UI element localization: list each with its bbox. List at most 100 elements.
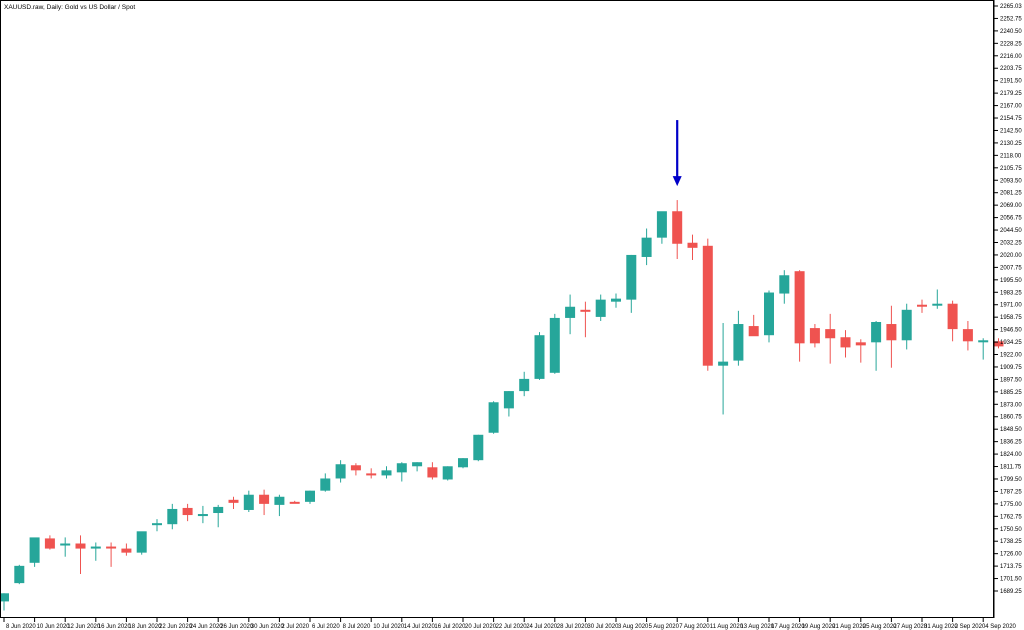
y-tick-label: 1922.00 [1000, 353, 1022, 359]
x-tick-label: 13 Aug 2020 [740, 624, 774, 630]
candle [75, 535, 86, 574]
annotation-layer [672, 120, 682, 187]
y-tick-label: 2105.75 [1000, 166, 1022, 172]
candle [840, 330, 851, 358]
candle [121, 543, 132, 556]
y-tick-label: 2154.75 [1000, 116, 1022, 122]
y-tick-label: 1824.00 [1000, 452, 1022, 458]
y-tick-label: 2228.25 [1000, 41, 1022, 47]
x-tick-label: 14 Jul 2020 [404, 624, 436, 630]
y-tick-label: 1897.50 [1000, 377, 1022, 383]
bullish-candle-body [733, 324, 744, 361]
bearish-candle-body [855, 342, 866, 346]
candle [243, 490, 254, 513]
x-tick-label: 30 Jul 2020 [587, 624, 619, 630]
bullish-candle-body [871, 321, 882, 343]
candle [350, 463, 361, 476]
bullish-candle-body [90, 546, 101, 549]
x-tick-label: 30 Jun 2020 [251, 624, 285, 630]
candle [886, 305, 897, 368]
bullish-candle-body [60, 543, 71, 546]
candle [136, 531, 147, 555]
y-tick-label: 2007.75 [1000, 265, 1022, 271]
bullish-candle-body [473, 434, 484, 461]
candle [305, 490, 315, 504]
bullish-candle-body [243, 494, 254, 510]
candle [106, 542, 117, 567]
bullish-candle-body [901, 309, 912, 341]
candle [60, 537, 71, 557]
x-tick-label: 31 Aug 2020 [924, 624, 958, 630]
bearish-candle-body [672, 211, 683, 244]
candle [473, 434, 484, 462]
candle [809, 324, 820, 348]
x-tick-label: 7 Aug 2020 [679, 624, 710, 630]
candle [993, 338, 1004, 349]
y-tick-label: 2032.25 [1000, 240, 1022, 246]
y-tick-label: 1811.75 [1000, 465, 1022, 471]
bearish-candle-body [121, 548, 132, 553]
y-tick-label: 1848.50 [1000, 427, 1022, 433]
bullish-candle-body [519, 378, 530, 392]
y-tick-label: 2179.25 [1000, 91, 1022, 97]
y-tick-label: 2191.50 [1000, 79, 1022, 85]
candle [901, 303, 912, 350]
bearish-candle-body [825, 329, 836, 339]
bullish-candle-body [442, 466, 453, 480]
y-tick-label: 1713.75 [1000, 564, 1022, 570]
candle [427, 462, 438, 480]
bullish-candle-body [381, 470, 392, 476]
candle [213, 504, 224, 528]
bullish-candle-body [412, 462, 423, 467]
bullish-candle-body [932, 303, 943, 306]
candle [228, 496, 239, 509]
candle [44, 535, 55, 550]
candle [565, 294, 576, 335]
candle [687, 234, 698, 261]
x-tick-label: 8 Jul 2020 [343, 624, 371, 630]
bearish-candle-body [917, 304, 927, 307]
bullish-candle-body [641, 237, 652, 257]
bearish-candle-body [366, 473, 377, 476]
candle [503, 391, 514, 417]
bullish-candle-body [274, 496, 285, 505]
y-tick-label: 2252.75 [1000, 16, 1022, 22]
candle [152, 519, 162, 532]
y-tick-label: 1885.25 [1000, 390, 1022, 396]
y-tick-label: 2118.00 [1000, 153, 1022, 159]
candle [611, 293, 621, 308]
candle [549, 313, 560, 374]
candle [917, 299, 927, 313]
candle [702, 238, 713, 371]
x-tick-label: 22 Jun 2020 [159, 624, 193, 630]
bearish-candle-body [427, 467, 438, 478]
x-tick-label: 22 Jul 2020 [496, 624, 528, 630]
x-tick-label: 28 Jul 2020 [557, 624, 589, 630]
bullish-candle-body [29, 537, 40, 563]
arrow-head [672, 176, 682, 187]
x-tick-label: 24 Jul 2020 [526, 624, 558, 630]
x-tick-label: 2 Sep 2020 [955, 624, 986, 630]
y-tick-label: 1701.50 [1000, 577, 1022, 583]
arrow-down-icon [672, 120, 682, 187]
x-tick-label: 27 Aug 2020 [893, 624, 927, 630]
candle [182, 503, 193, 522]
y-tick-label: 2081.25 [1000, 191, 1022, 197]
candle [167, 503, 178, 530]
bullish-candle-body [213, 506, 224, 514]
bullish-candle-body [136, 531, 147, 553]
bearish-candle-body [702, 245, 713, 366]
bullish-candle-body [549, 317, 560, 373]
bullish-candle-body [167, 508, 178, 525]
y-tick-label: 1873.00 [1000, 402, 1022, 408]
candle [779, 270, 790, 304]
x-tick-label: 19 Aug 2020 [802, 624, 836, 630]
y-tick-label: 1909.75 [1000, 365, 1022, 371]
bullish-candle-body [626, 254, 637, 300]
x-tick-label: 4 Sep 2020 [985, 624, 1016, 630]
bearish-candle-body [840, 337, 851, 348]
bullish-candle-body [779, 275, 790, 294]
